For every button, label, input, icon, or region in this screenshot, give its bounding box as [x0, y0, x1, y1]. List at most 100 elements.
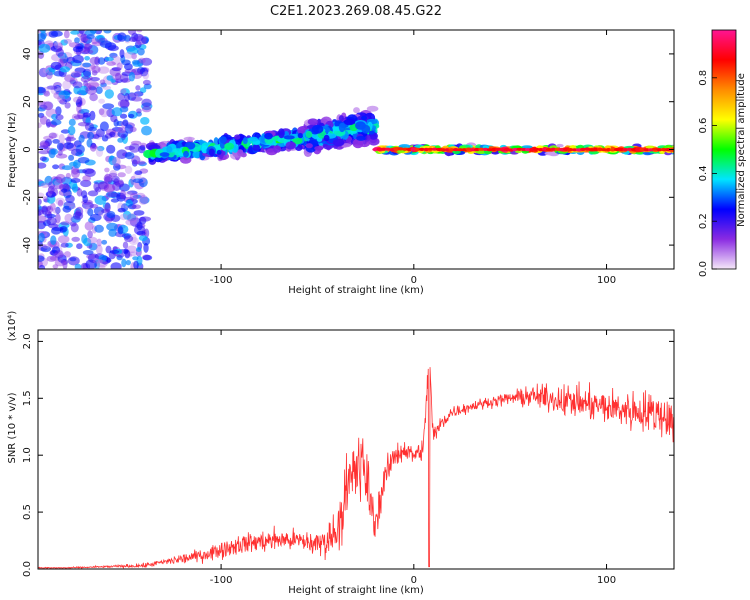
colorbar-label: Normalized spectral amplitude [736, 73, 747, 227]
spectrogram-blob [43, 90, 51, 97]
spectrogram-blob [38, 192, 45, 199]
x-tick-label: 0 [411, 575, 417, 586]
colorbar-scale [711, 29, 737, 270]
spectrogram-blob [129, 126, 137, 133]
x-tick-label: -100 [210, 575, 233, 586]
spectrogram-blob [131, 204, 141, 209]
spectrogram-blob [272, 145, 282, 153]
spectrogram-blob [38, 122, 42, 129]
spectrogram-blob [129, 193, 139, 201]
spectrogram-core-blob [410, 147, 417, 152]
y-tick-label: 40 [22, 48, 33, 61]
spectrogram-blob [94, 56, 101, 66]
spectrogram-blob [97, 145, 105, 152]
spectrogram-blob [74, 37, 80, 44]
spectrogram-blob [142, 71, 150, 80]
spectrogram-blob [62, 80, 71, 90]
x-tick-label: 100 [597, 575, 616, 586]
spectrogram-blob [106, 144, 116, 154]
spectrogram-blob [131, 96, 143, 102]
spectrogram-blob [61, 188, 68, 193]
spectrogram-blob [50, 148, 58, 155]
spectrogram-core-blob [660, 147, 667, 152]
spectrogram-blob [38, 220, 46, 230]
spectrogram-blob [112, 156, 121, 167]
x-tick-label: 0 [411, 275, 417, 286]
spectrogram-blob [54, 41, 61, 49]
spectrogram-blob [111, 175, 120, 183]
spectrogram-blob [122, 241, 129, 249]
spectrogram-blob [139, 216, 152, 222]
spectrogram-blob [104, 167, 110, 173]
spectrogram-blob [59, 226, 68, 233]
spectrogram-x-ticks: -100 0 100 [210, 30, 616, 286]
spectrogram-blob [82, 250, 94, 255]
spectrogram-blob [125, 260, 131, 266]
spectrogram-blob [54, 250, 64, 259]
spectrogram-blob [117, 126, 127, 134]
spectrogram-blob [219, 136, 227, 144]
spectrogram-blob [127, 30, 137, 36]
spectrogram-blob [122, 119, 129, 127]
spectrogram-blob [38, 255, 45, 262]
spectrogram-blob [64, 201, 76, 207]
colorbar-tick-label: 0.0 [698, 261, 709, 277]
spectrogram-blob [70, 71, 82, 77]
spectrogram-blob [103, 30, 112, 34]
spectrogram-blob [132, 59, 140, 65]
spectrogram-blob [64, 102, 71, 109]
spectrogram-blob [82, 195, 88, 204]
spectrogram-blob [180, 156, 192, 164]
spectrogram-blob [133, 33, 144, 42]
spectrogram-blob [119, 113, 128, 119]
spectrogram-blob [40, 245, 52, 253]
spectrogram-blob [89, 204, 99, 209]
spectrogram-blob [55, 106, 62, 116]
spectrogram-blob [67, 256, 80, 266]
spectrogram-blob [50, 61, 62, 70]
spectrogram-blob [369, 130, 375, 135]
spectrogram-blob [55, 206, 61, 214]
spectrogram-blob [40, 182, 50, 188]
spectrogram-blob [73, 96, 81, 103]
colorbar-tick-label: 0.2 [698, 213, 709, 229]
spectrogram-blob [124, 235, 134, 243]
spectrogram-blob [136, 30, 143, 33]
spectrogram-blob [48, 132, 57, 139]
spectrogram-blob [63, 251, 71, 258]
spectrogram-blob [97, 181, 108, 190]
spectrogram-blob [366, 105, 379, 112]
spectrogram-blob [51, 30, 63, 37]
spectrogram-blob [58, 133, 65, 144]
spectrogram-blob [76, 243, 83, 250]
spectrogram-blob [136, 247, 142, 252]
spectrogram-blob [104, 89, 115, 99]
spectrogram-core-blob [592, 147, 599, 152]
spectrogram-blob [60, 39, 68, 46]
spectrogram-blob [242, 137, 248, 145]
spectrogram-blob [99, 79, 106, 85]
spectrogram-blob [63, 39, 72, 44]
spectrogram-blob [76, 104, 82, 114]
spectrogram-blob [116, 149, 128, 159]
spectrogram-blob [38, 50, 45, 59]
spectrogram-blob [117, 172, 126, 178]
spectrogram-core-blob [635, 148, 642, 152]
spectrogram-blob [138, 195, 149, 205]
spectrogram-blob [42, 244, 51, 249]
spectrogram-blob [74, 263, 82, 269]
spectrogram-blob [54, 259, 67, 267]
colorbar-ticks: 0.0 0.2 0.4 0.6 0.8 [698, 70, 717, 277]
spectrogram-blob [124, 92, 130, 102]
spectrogram-blob [133, 260, 139, 269]
snr-y-scale: (x10⁴) [7, 311, 18, 342]
spectrogram-blob [141, 105, 152, 113]
spectrogram-blob [96, 264, 106, 269]
spectrogram-blob [132, 256, 139, 261]
spectrogram-blob [55, 197, 65, 206]
spectrogram-core-blob [418, 147, 425, 151]
spectrogram-blob [137, 57, 146, 64]
spectrogram-blob [278, 128, 285, 139]
spectrogram-blob [142, 254, 153, 261]
colorbar-tick-label: 0.6 [698, 118, 709, 134]
